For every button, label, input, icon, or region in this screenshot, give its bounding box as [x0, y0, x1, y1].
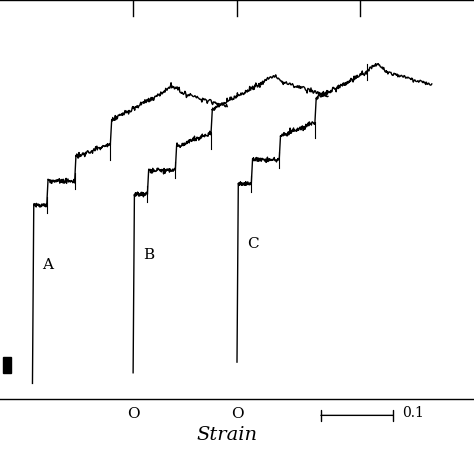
Text: Strain: Strain [197, 426, 258, 444]
Text: O: O [231, 407, 243, 421]
Text: 0.1: 0.1 [402, 406, 424, 419]
Bar [3, 357, 11, 373]
Text: A: A [42, 258, 53, 272]
Text: O: O [127, 407, 139, 421]
Text: B: B [143, 247, 154, 262]
Text: C: C [247, 237, 258, 251]
